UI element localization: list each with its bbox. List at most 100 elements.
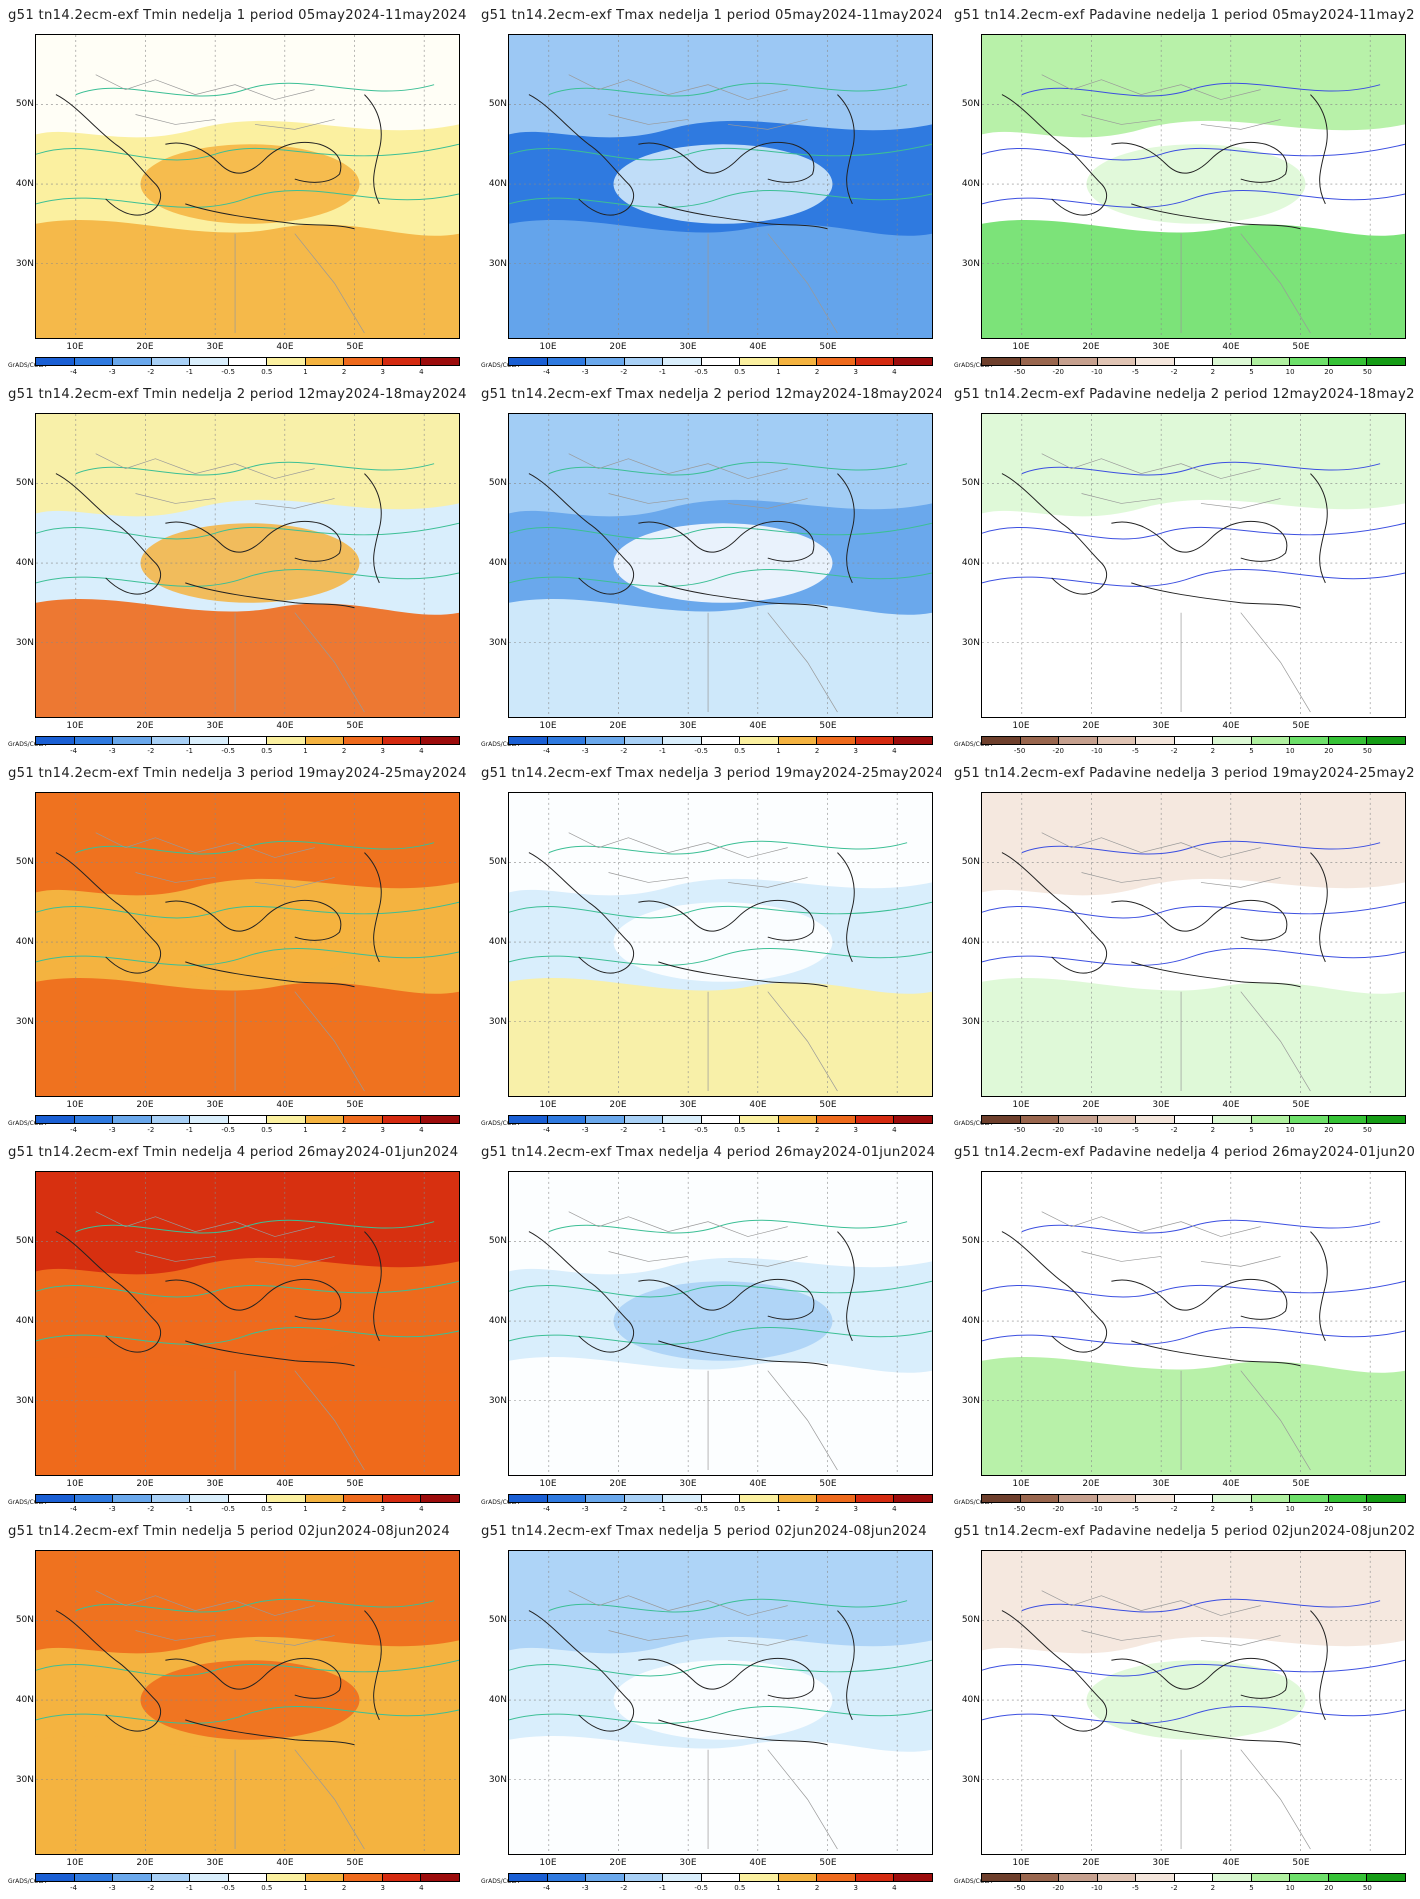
longitude-label: 40E [1222, 1479, 1240, 1489]
latitude-label: 40N [15, 937, 34, 947]
latitude-label: 30N [488, 1017, 507, 1027]
map-panel: g51 tn14.2ecm-exf Tmin nedelja 1 period … [0, 4, 473, 383]
source-label: GrADS/COLA [954, 1499, 993, 1506]
longitude-label: 30E [679, 1858, 697, 1868]
latitude-label: 30N [15, 1017, 34, 1027]
colorbar-label: 5 [1249, 1505, 1254, 1513]
colorbar-label: 1 [776, 368, 781, 376]
colorbar-swatch [382, 1495, 422, 1502]
colorbar-swatch [894, 737, 933, 744]
colorbar-label: 4 [892, 1505, 897, 1513]
colorbar [508, 1494, 933, 1503]
longitude-label: 50E [346, 1858, 364, 1868]
colorbar-label: -1 [659, 1126, 667, 1134]
panel-title: g51 tn14.2ecm-exf Padavine nedelja 3 per… [954, 766, 1414, 781]
colorbar-label: -0.5 [221, 1505, 235, 1513]
colorbar-label: 2 [1210, 1126, 1216, 1134]
colorbar-label: 1 [303, 1126, 308, 1134]
colorbar-swatch [663, 1116, 702, 1123]
colorbar-label: 0.5 [734, 747, 746, 755]
longitude-label: 20E [136, 1858, 154, 1868]
colorbar-label: -0.5 [694, 1126, 708, 1134]
colorbar-swatch [421, 1874, 460, 1881]
latitude-label: 50N [488, 1236, 507, 1246]
longitude-label: 40E [276, 342, 294, 352]
longitude-label: 50E [1292, 342, 1310, 352]
longitude-label: 20E [136, 721, 154, 731]
map-area [35, 34, 460, 339]
map-panel: g51 tn14.2ecm-exf Tmax nedelja 4 period … [473, 1141, 946, 1520]
colorbar-swatch [1290, 737, 1329, 744]
colorbar-label: 2 [341, 1505, 347, 1513]
colorbar-swatch [982, 1116, 1021, 1123]
colorbar-label: 2 [341, 1884, 347, 1892]
colorbar-label: -4 [70, 368, 78, 376]
colorbar-swatch [817, 1874, 856, 1881]
colorbar-label: 2 [814, 1126, 820, 1134]
colorbar-swatch [855, 1874, 895, 1881]
longitude-label: 30E [206, 342, 224, 352]
colorbar-swatch [740, 358, 779, 365]
longitude-label: 40E [1222, 342, 1240, 352]
colorbar-label: 10 [1285, 1126, 1295, 1134]
colorbar-label: -2 [620, 747, 628, 755]
colorbar-label: -2 [1170, 1126, 1178, 1134]
longitude-label: 50E [1292, 1100, 1310, 1110]
colorbar-label: 1 [776, 1126, 781, 1134]
colorbar-swatch [855, 1495, 895, 1502]
colorbar-swatch [509, 1116, 548, 1123]
map-area [981, 1171, 1406, 1476]
colorbar-label: -4 [70, 1884, 78, 1892]
colorbar-swatch [190, 358, 229, 365]
colorbar-swatch [1213, 1116, 1252, 1123]
colorbar-swatch [305, 737, 345, 744]
colorbar-label: -4 [543, 747, 551, 755]
latitude-label: 40N [961, 558, 980, 568]
colorbar-label: 5 [1249, 1126, 1254, 1134]
colorbar-swatch [547, 358, 587, 365]
latitude-label: 30N [961, 638, 980, 648]
colorbar-swatch [1059, 1874, 1098, 1881]
colorbar-label: -5 [1132, 368, 1140, 376]
colorbar-label: 0.5 [261, 1884, 273, 1892]
colorbar-label: 4 [419, 368, 424, 376]
colorbar-swatch [778, 358, 818, 365]
colorbar-swatch [1174, 1495, 1214, 1502]
source-label: GrADS/COLA [481, 1499, 520, 1506]
map-canvas [982, 793, 1405, 1096]
latitude-label: 50N [961, 478, 980, 488]
colorbar-swatch [267, 1116, 306, 1123]
source-label: GrADS/COLA [481, 1878, 520, 1885]
longitude-label: 10E [66, 1100, 84, 1110]
colorbar-swatch [663, 1495, 702, 1502]
colorbar-label: -4 [543, 1884, 551, 1892]
colorbar-label: 20 [1324, 1505, 1334, 1513]
colorbar-swatch [1097, 737, 1137, 744]
colorbar-label: -10 [1091, 368, 1103, 376]
latitude-label: 40N [15, 179, 34, 189]
latitude-label: 50N [961, 99, 980, 109]
latitude-label: 40N [488, 1695, 507, 1705]
longitude-label: 20E [1082, 1858, 1100, 1868]
colorbar-swatch [1213, 1874, 1252, 1881]
colorbar-swatch [228, 737, 268, 744]
longitude-label: 20E [136, 1100, 154, 1110]
colorbar-swatch [817, 358, 856, 365]
colorbar-swatch [228, 1495, 268, 1502]
longitude-label: 30E [679, 1100, 697, 1110]
map-canvas [509, 414, 932, 717]
colorbar-swatch [1251, 1495, 1291, 1502]
colorbar-swatch [663, 358, 702, 365]
colorbar-label: 3 [380, 1126, 385, 1134]
panel-title: g51 tn14.2ecm-exf Tmin nedelja 2 period … [8, 387, 467, 402]
longitude-label: 20E [609, 1100, 627, 1110]
colorbar-swatch [982, 1874, 1021, 1881]
colorbar-swatch [624, 1116, 664, 1123]
colorbar-label: -2 [147, 1505, 155, 1513]
longitude-label: 50E [1292, 1858, 1310, 1868]
colorbar-label: -0.5 [221, 1884, 235, 1892]
colorbar-swatch [305, 1116, 345, 1123]
panel-title: g51 tn14.2ecm-exf Tmin nedelja 1 period … [8, 8, 467, 23]
colorbar-swatch [267, 358, 306, 365]
map-canvas [36, 1172, 459, 1475]
